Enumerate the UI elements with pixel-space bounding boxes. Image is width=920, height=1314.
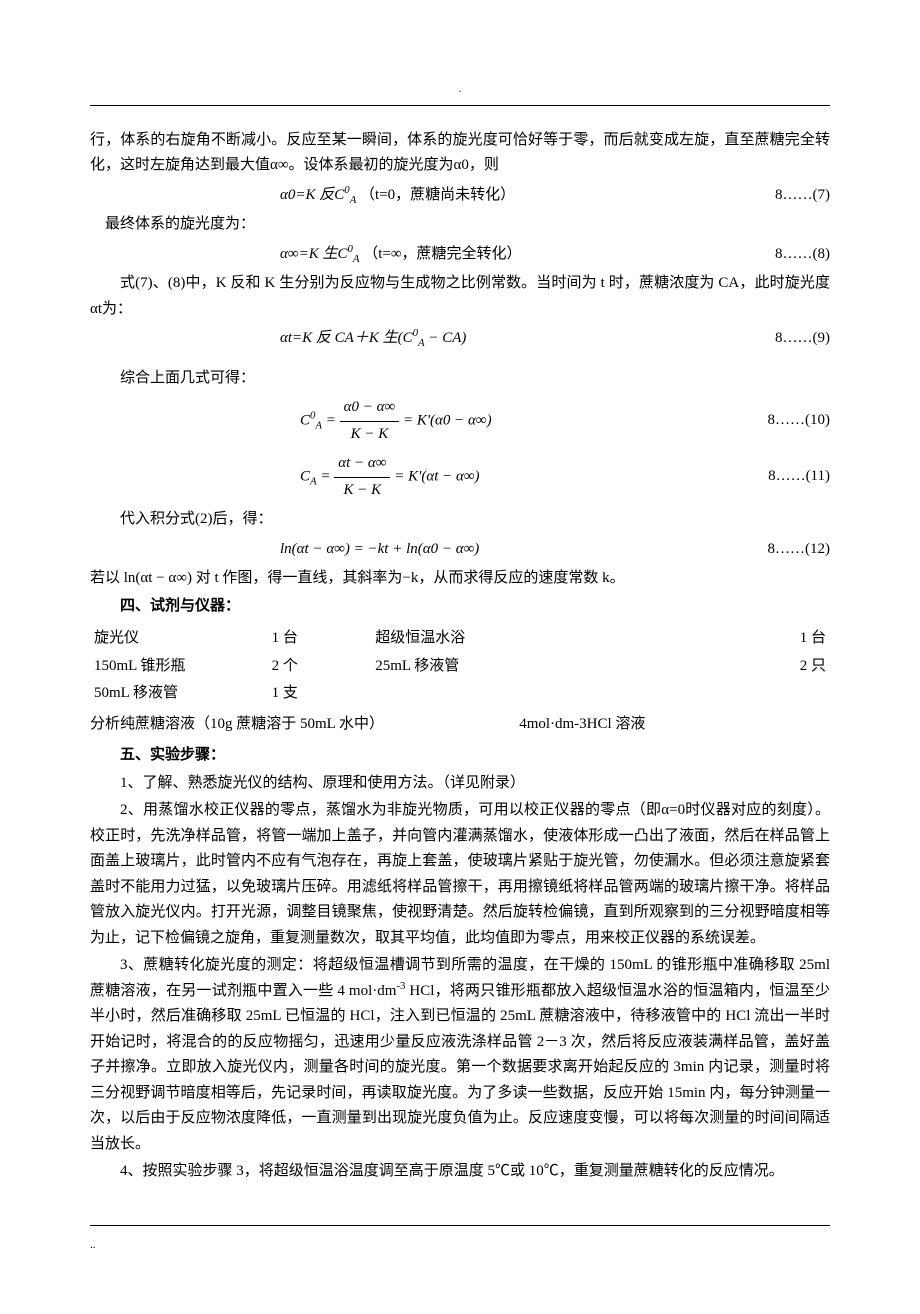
table-row: 150mL 锥形瓶 2 个 25mL 移液管 2 只 [90, 653, 830, 681]
equation-11: CA = αt − α∞K − K = K'(αt − α∞) 8……(11) [90, 451, 830, 503]
top-rule [90, 105, 830, 106]
para-intro-1: 行，体系的右旋角不断减小。反应至某一瞬间，体系的旋光度可恰好等于零，而后就变成左… [90, 128, 830, 179]
equation-10: C0A = α0 − α∞K − K = K'(α0 − α∞) 8……(10) [90, 395, 830, 447]
equipment-table: 旋光仪 1 台 超级恒温水浴 1 台 150mL 锥形瓶 2 个 25mL 移液… [90, 625, 830, 708]
equation-12: ln(αt − α∞) = −kt + ln(α0 − α∞) 8……(12) [90, 537, 830, 563]
section5-title: 五、实验步骤： [90, 743, 830, 769]
step-1: 1、了解、熟悉旋光仪的结构、原理和使用方法。（详见附录） [90, 771, 830, 797]
equation-9: αt=K 反 CA＋K 生(C0A − CA) 8……(9) [90, 326, 830, 352]
header-dot: . [90, 80, 830, 99]
equation-8: α∞=K 生C0A （t=∞，蔗糖完全转化） 8……(8) [90, 242, 830, 268]
equation-7: α0=K 反C0A （t=0，蔗糖尚未转化） 8……(7) [90, 183, 830, 209]
para-intro-3: 式(7)、(8)中，K 反和 K 生分别为反应物与生成物之比例常数。当时间为 t… [90, 271, 830, 322]
para-intro-4: 综合上面几式可得： [90, 366, 830, 392]
para-intro-2: 最终体系的旋光度为： [90, 212, 830, 238]
solvent-row: 分析纯蔗糖溶液（10g 蔗糖溶于 50mL 水中） 4mol·dm-3HCl 溶… [90, 712, 830, 738]
table-row: 50mL 移液管 1 支 [90, 680, 830, 708]
section4-title: 四、试剂与仪器： [90, 594, 830, 620]
table-row: 旋光仪 1 台 超级恒温水浴 1 台 [90, 625, 830, 653]
footer-dots: .. [90, 1236, 830, 1255]
para-intro-5: 代入积分式(2)后，得： [90, 507, 830, 533]
step-4: 4、按照实验步骤 3，将超级恒温浴温度调至高于原温度 5℃或 10℃，重复测量蔗… [90, 1159, 830, 1185]
step-2: 2、用蒸馏水校正仪器的零点，蒸馏水为非旋光物质，可用以校正仪器的零点（即α=0时… [90, 798, 830, 951]
bottom-rule [90, 1225, 830, 1226]
para-intro-6: 若以 ln(αt − α∞) 对 t 作图，得一直线，其斜率为−k，从而求得反应… [90, 566, 830, 592]
step-3: 3、蔗糖转化旋光度的测定：将超级恒温槽调节到所需的温度，在干燥的 150mL 的… [90, 953, 830, 1157]
